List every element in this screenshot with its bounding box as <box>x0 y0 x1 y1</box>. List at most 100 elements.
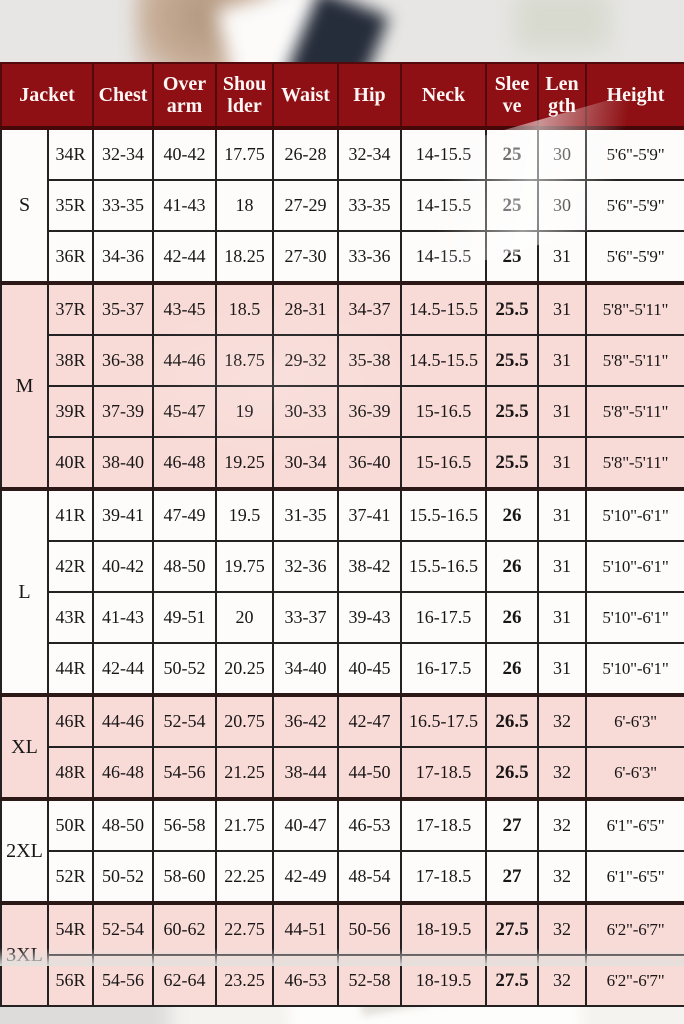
height-cell: 6'1"-6'5" <box>585 850 684 904</box>
sleeve-cell: 26 <box>485 642 540 696</box>
jacket-size-cell: 56R <box>46 954 95 1007</box>
shoulder-cell: 18.25 <box>215 230 275 284</box>
size-row-41r: L 41R 39-41 47-49 19.5 31-35 37-41 15.5-16.5 26 3… <box>0 487 684 696</box>
jacket-size-cell: 46R <box>46 693 95 748</box>
chest-cell: 40-42 <box>92 540 155 593</box>
jacket-size-cell: 35R <box>46 179 95 232</box>
overarm-cell: 58-60 <box>152 850 218 904</box>
neck-cell: 16.5-17.5 <box>400 693 488 748</box>
neck-cell: 17-18.5 <box>400 746 488 800</box>
waist-cell: 36-42 <box>272 693 340 748</box>
chest-cell: 54-56 <box>92 954 155 1007</box>
neck-cell: 15-16.5 <box>400 385 488 438</box>
col-header-neck: Neck <box>400 62 488 130</box>
shoulder-cell: 21.25 <box>215 746 275 800</box>
overarm-cell: 41-43 <box>152 179 218 232</box>
overarm-cell: 50-52 <box>152 642 218 696</box>
waist-cell: 27-29 <box>272 179 340 232</box>
overarm-cell: 42-44 <box>152 230 218 284</box>
hip-cell: 40-45 <box>337 642 403 696</box>
length-cell: 32 <box>537 954 588 1007</box>
hip-cell: 33-36 <box>337 230 403 284</box>
length-cell: 31 <box>537 436 588 490</box>
jacket-size-chart-table: Jacket Chest Over arm Shou lder Waist Hip Neck… <box>0 62 684 1007</box>
size-row-48r: 48R 46-48 54-56 21.25 38-44 44-50 17-18.5 26.5 3… <box>1 746 684 800</box>
table-header: Jacket Chest Over arm Shou lder Waist Hip Neck… <box>0 62 684 130</box>
col-header-chest: Chest <box>92 62 155 130</box>
jacket-size-cell: 44R <box>46 642 95 696</box>
hip-cell: 38-42 <box>337 540 403 593</box>
sleeve-cell: 26 <box>485 540 540 593</box>
shoulder-cell: 20 <box>215 591 275 644</box>
waist-cell: 31-35 <box>272 487 340 542</box>
col-header-hip: Hip <box>337 62 403 130</box>
neck-cell: 16-17.5 <box>400 642 488 696</box>
sleeve-cell: 27 <box>485 850 540 904</box>
chest-cell: 52-54 <box>92 901 155 956</box>
length-cell: 32 <box>537 901 588 956</box>
size-row-34r: S 34R 32-34 40-42 17.75 26-28 32-34 14-15.5 25 30… <box>0 127 684 284</box>
waist-cell: 30-33 <box>272 385 340 438</box>
height-cell: 6'2"-6'7" <box>585 954 684 1007</box>
waist-cell: 46-53 <box>272 954 340 1007</box>
jacket-size-cell: 43R <box>46 591 95 644</box>
size-group-label-3xl: 3XL <box>0 901 49 1007</box>
hip-cell: 39-43 <box>337 591 403 644</box>
neck-cell: 15-16.5 <box>400 436 488 490</box>
size-row-52r: 52R 50-52 58-60 22.25 42-49 48-54 17-18.5 27 32 6… <box>1 850 684 904</box>
length-cell: 31 <box>537 385 588 438</box>
waist-cell: 30-34 <box>272 436 340 490</box>
sleeve-cell: 26.5 <box>485 693 540 748</box>
length-cell: 31 <box>537 487 588 542</box>
shoulder-cell: 20.25 <box>215 642 275 696</box>
col-header-sleeve: Slee ve <box>485 62 540 130</box>
length-cell: 31 <box>537 591 588 644</box>
sleeve-cell: 25 <box>485 179 540 232</box>
chest-cell: 48-50 <box>92 797 155 852</box>
length-cell: 32 <box>537 693 588 748</box>
hip-cell: 36-40 <box>337 436 403 490</box>
height-cell: 5'8"-5'11" <box>585 436 684 490</box>
neck-cell: 18-19.5 <box>400 954 488 1007</box>
length-cell: 32 <box>537 797 588 852</box>
size-row-56r: 56R 54-56 62-64 23.25 46-53 52-58 18-19.5 27.5 3… <box>1 954 684 1007</box>
jacket-size-cell: 34R <box>46 127 95 181</box>
hip-cell: 48-54 <box>337 850 403 904</box>
size-row-35r: 35R 33-35 41-43 18 27-29 33-35 14-15.5 25 30 5'6"… <box>1 179 684 232</box>
height-cell: 6'1"-6'5" <box>585 797 684 852</box>
jacket-size-cell: 38R <box>46 334 95 387</box>
height-cell: 5'6"-5'9" <box>585 127 684 181</box>
shoulder-cell: 20.75 <box>215 693 275 748</box>
jacket-size-cell: 37R <box>46 281 95 336</box>
hip-cell: 35-38 <box>337 334 403 387</box>
length-cell: 31 <box>537 334 588 387</box>
chest-cell: 44-46 <box>92 693 155 748</box>
overarm-cell: 40-42 <box>152 127 218 181</box>
col-header-overarm: Over arm <box>152 62 218 130</box>
shoulder-cell: 17.75 <box>215 127 275 181</box>
neck-cell: 15.5-16.5 <box>400 540 488 593</box>
size-row-39r: 39R 37-39 45-47 19 30-33 36-39 15-16.5 25.5 31 5'… <box>1 385 684 438</box>
waist-cell: 44-51 <box>272 901 340 956</box>
size-row-44r: 44R 42-44 50-52 20.25 34-40 40-45 16-17.5 26 31 5… <box>1 642 684 696</box>
length-cell: 31 <box>537 540 588 593</box>
length-cell: 32 <box>537 850 588 904</box>
neck-cell: 14.5-15.5 <box>400 334 488 387</box>
overarm-cell: 52-54 <box>152 693 218 748</box>
height-cell: 5'8"-5'11" <box>585 334 684 387</box>
col-header-jacket: Jacket <box>0 62 95 130</box>
chest-cell: 35-37 <box>92 281 155 336</box>
sleeve-cell: 27.5 <box>485 954 540 1007</box>
size-group-label-xl: XL <box>0 693 49 800</box>
chest-cell: 34-36 <box>92 230 155 284</box>
shoulder-cell: 22.25 <box>215 850 275 904</box>
sleeve-cell: 27.5 <box>485 901 540 956</box>
sleeve-cell: 27 <box>485 797 540 852</box>
photo-background-tint <box>515 0 610 50</box>
jacket-size-cell: 42R <box>46 540 95 593</box>
jacket-size-cell: 52R <box>46 850 95 904</box>
shoulder-cell: 22.75 <box>215 901 275 956</box>
waist-cell: 42-49 <box>272 850 340 904</box>
height-cell: 6'-6'3" <box>585 693 684 748</box>
size-row-43r: 43R 41-43 49-51 20 33-37 39-43 16-17.5 26 31 5'10… <box>1 591 684 644</box>
